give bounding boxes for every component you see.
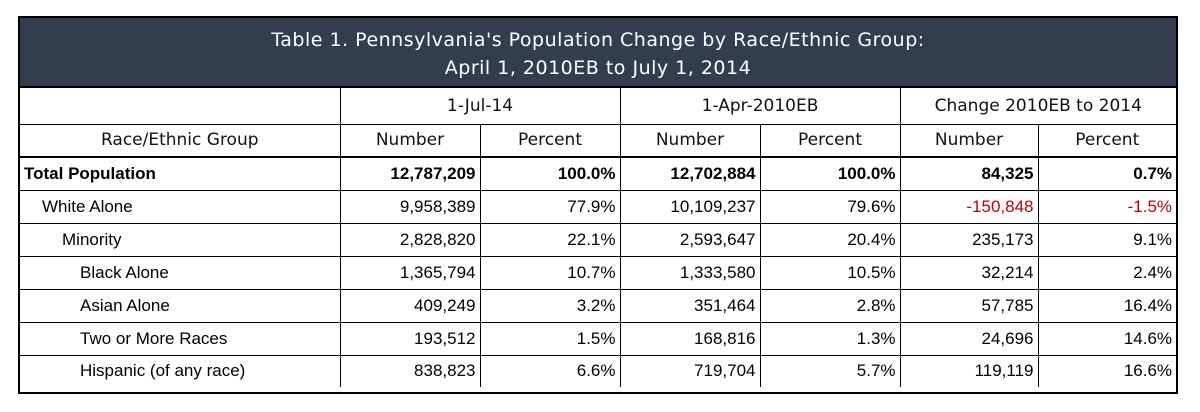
table-title: Table 1. Pennsylvania's Population Chang… bbox=[20, 18, 1176, 88]
cell-value: 5.7% bbox=[760, 355, 901, 387]
cell-value: 10.5% bbox=[760, 256, 901, 290]
row-label: Black Alone bbox=[20, 256, 341, 290]
cell-value: 351,464 bbox=[620, 289, 761, 323]
cell-value: 6.6% bbox=[480, 355, 621, 387]
table-row: White Alone 9,958,389 77.9% 10,109,237 7… bbox=[20, 190, 1177, 224]
population-table: Table 1. Pennsylvania's Population Chang… bbox=[18, 16, 1178, 394]
cell-value: 1,333,580 bbox=[620, 256, 761, 290]
cell-value: 1.5% bbox=[480, 322, 621, 356]
cell-value: 12,787,209 bbox=[340, 157, 481, 191]
cell-value: 2.8% bbox=[760, 289, 901, 323]
data-table: 1-Jul-14 1-Apr-2010EB Change 2010EB to 2… bbox=[20, 88, 1177, 387]
cell-value: 22.1% bbox=[480, 223, 621, 257]
cell-value: 32,214 bbox=[900, 256, 1039, 290]
table-row: Hispanic (of any race) 838,823 6.6% 719,… bbox=[20, 355, 1176, 387]
cell-value: 16.6% bbox=[1123, 361, 1173, 381]
cell-value: 719,704 bbox=[620, 355, 761, 387]
title-line-2: April 1, 2010EB to July 1, 2014 bbox=[444, 57, 752, 79]
row-label: Asian Alone bbox=[20, 289, 341, 323]
cell-value: 10.7% bbox=[480, 256, 621, 290]
title-line-1: Table 1. Pennsylvania's Population Chang… bbox=[271, 29, 925, 51]
cell-value: 2,593,647 bbox=[620, 223, 761, 257]
cell-value: 193,512 bbox=[340, 322, 481, 356]
sub-header-percent: Percent bbox=[480, 124, 621, 158]
header-blank bbox=[20, 88, 341, 125]
cell-value: 409,249 bbox=[340, 289, 481, 323]
row-label: Minority bbox=[20, 223, 341, 257]
cell-value: 1.3% bbox=[760, 322, 901, 356]
cell-value: 168,816 bbox=[620, 322, 761, 356]
cell-value: 119,119 bbox=[900, 355, 1039, 387]
table-row: Asian Alone 409,249 3.2% 351,464 2.8% 57… bbox=[20, 289, 1177, 323]
cell-value: 9.1% bbox=[1038, 223, 1177, 257]
cell-value: 24,696 bbox=[900, 322, 1039, 356]
table-row: Minority 2,828,820 22.1% 2,593,647 20.4%… bbox=[20, 223, 1177, 257]
cell-value: 57,785 bbox=[900, 289, 1039, 323]
sub-header-number: Number bbox=[340, 124, 481, 158]
cell-value: 3.2% bbox=[480, 289, 621, 323]
cell-value: 9,958,389 bbox=[340, 190, 481, 224]
table-row: Two or More Races 193,512 1.5% 168,816 1… bbox=[20, 322, 1177, 356]
cell-value: 235,173 bbox=[900, 223, 1039, 257]
cell-value: 10,109,237 bbox=[620, 190, 761, 224]
cell-value: 2.4% bbox=[1038, 256, 1177, 290]
cell-value: 77.9% bbox=[480, 190, 621, 224]
cell-value: 1,365,794 bbox=[340, 256, 481, 290]
cell-value: 838,823 bbox=[340, 355, 481, 387]
sub-header-percent: Percent bbox=[1038, 124, 1177, 158]
cell-value: 12,702,884 bbox=[620, 157, 761, 191]
cell-value: 100.0% bbox=[480, 157, 621, 191]
sub-header-number: Number bbox=[620, 124, 761, 158]
cell-value: 100.0% bbox=[760, 157, 901, 191]
row-label: Hispanic (of any race) bbox=[20, 355, 341, 387]
cell-value: 2,828,820 bbox=[340, 223, 481, 257]
row-label: Total Population bbox=[20, 157, 341, 191]
cell-value: 14.6% bbox=[1038, 322, 1177, 356]
group-header-change: Change 2010EB to 2014 bbox=[900, 88, 1177, 125]
sub-header-percent: Percent bbox=[760, 124, 901, 158]
cell-value: 16.4% bbox=[1038, 289, 1177, 323]
table-row: Black Alone 1,365,794 10.7% 1,333,580 10… bbox=[20, 256, 1177, 290]
row-label-header: Race/Ethnic Group bbox=[20, 124, 341, 158]
group-header-apr2010: 1-Apr-2010EB bbox=[620, 88, 901, 125]
cell-value-negative: -1.5% bbox=[1038, 190, 1177, 224]
cell-value: 0.7% bbox=[1038, 157, 1177, 191]
row-label: White Alone bbox=[20, 190, 341, 224]
row-label: Two or More Races bbox=[20, 322, 341, 356]
cell-value-negative: -150,848 bbox=[900, 190, 1039, 224]
cell-value: 84,325 bbox=[900, 157, 1039, 191]
cell-value: 20.4% bbox=[760, 223, 901, 257]
cell-value: 79.6% bbox=[760, 190, 901, 224]
sub-header-number: Number bbox=[900, 124, 1039, 158]
group-header-jul14: 1-Jul-14 bbox=[340, 88, 621, 125]
table-row: Total Population 12,787,209 100.0% 12,70… bbox=[20, 157, 1177, 191]
